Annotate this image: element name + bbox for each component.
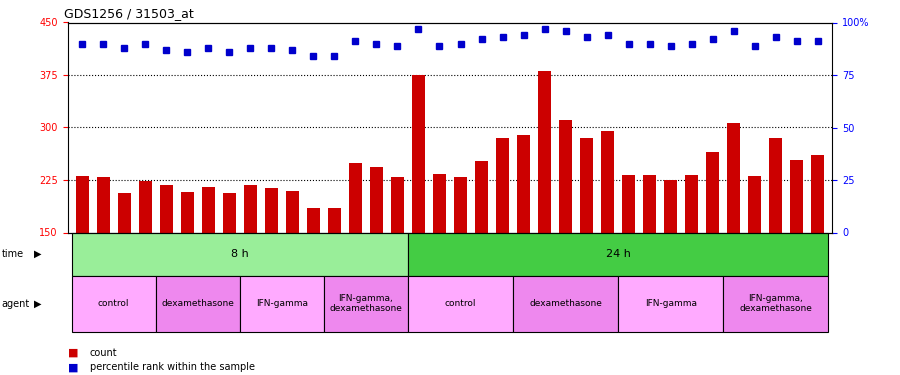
Bar <box>412 75 425 232</box>
Text: control: control <box>98 299 130 308</box>
Bar <box>118 193 130 232</box>
Bar <box>686 175 698 232</box>
Text: IFN-gamma,
dexamethasone: IFN-gamma, dexamethasone <box>329 294 402 314</box>
Bar <box>370 167 382 232</box>
Bar <box>496 138 508 232</box>
Bar <box>286 190 299 232</box>
Text: percentile rank within the sample: percentile rank within the sample <box>90 363 255 372</box>
Text: IFN-gamma: IFN-gamma <box>256 299 308 308</box>
Bar <box>601 131 614 232</box>
Bar <box>518 135 530 232</box>
Bar <box>156 276 239 332</box>
Bar <box>706 152 719 232</box>
Bar <box>622 175 634 232</box>
Bar <box>181 192 194 232</box>
Text: count: count <box>90 348 118 357</box>
Bar <box>76 176 88 232</box>
Bar <box>223 193 236 232</box>
Text: IFN-gamma,
dexamethasone: IFN-gamma, dexamethasone <box>739 294 812 314</box>
Bar <box>664 180 677 232</box>
Bar <box>513 276 618 332</box>
Bar <box>618 276 724 332</box>
Bar <box>160 185 173 232</box>
Bar <box>812 155 824 232</box>
Bar <box>97 177 110 232</box>
Bar <box>727 123 740 232</box>
Bar <box>408 276 513 332</box>
Text: 8 h: 8 h <box>231 249 248 259</box>
Text: ■: ■ <box>68 363 78 372</box>
Bar <box>328 208 341 232</box>
Bar <box>72 276 156 332</box>
Text: ▶: ▶ <box>34 299 41 309</box>
Bar <box>580 138 593 232</box>
Bar <box>724 276 828 332</box>
Bar <box>202 187 214 232</box>
Text: 24 h: 24 h <box>606 249 631 259</box>
Bar <box>644 175 656 232</box>
Bar <box>239 276 324 332</box>
Bar <box>749 176 761 232</box>
Bar <box>433 174 446 232</box>
Text: agent: agent <box>2 299 30 309</box>
Text: GDS1256 / 31503_at: GDS1256 / 31503_at <box>64 7 194 20</box>
Text: control: control <box>445 299 476 308</box>
Text: ▶: ▶ <box>34 249 41 259</box>
Text: dexamethasone: dexamethasone <box>161 299 234 308</box>
Bar <box>454 177 467 232</box>
Bar <box>408 232 828 276</box>
Bar <box>790 160 803 232</box>
Text: IFN-gamma: IFN-gamma <box>644 299 697 308</box>
Bar <box>770 138 782 232</box>
Bar <box>538 71 551 232</box>
Text: time: time <box>2 249 24 259</box>
Bar <box>307 208 320 232</box>
Bar <box>244 185 256 232</box>
Bar <box>475 161 488 232</box>
Bar <box>349 162 362 232</box>
Bar <box>559 120 572 232</box>
Bar <box>266 188 278 232</box>
Text: ■: ■ <box>68 348 78 357</box>
Bar <box>72 232 408 276</box>
Text: dexamethasone: dexamethasone <box>529 299 602 308</box>
Bar <box>392 177 404 232</box>
Bar <box>139 181 151 232</box>
Bar <box>324 276 408 332</box>
